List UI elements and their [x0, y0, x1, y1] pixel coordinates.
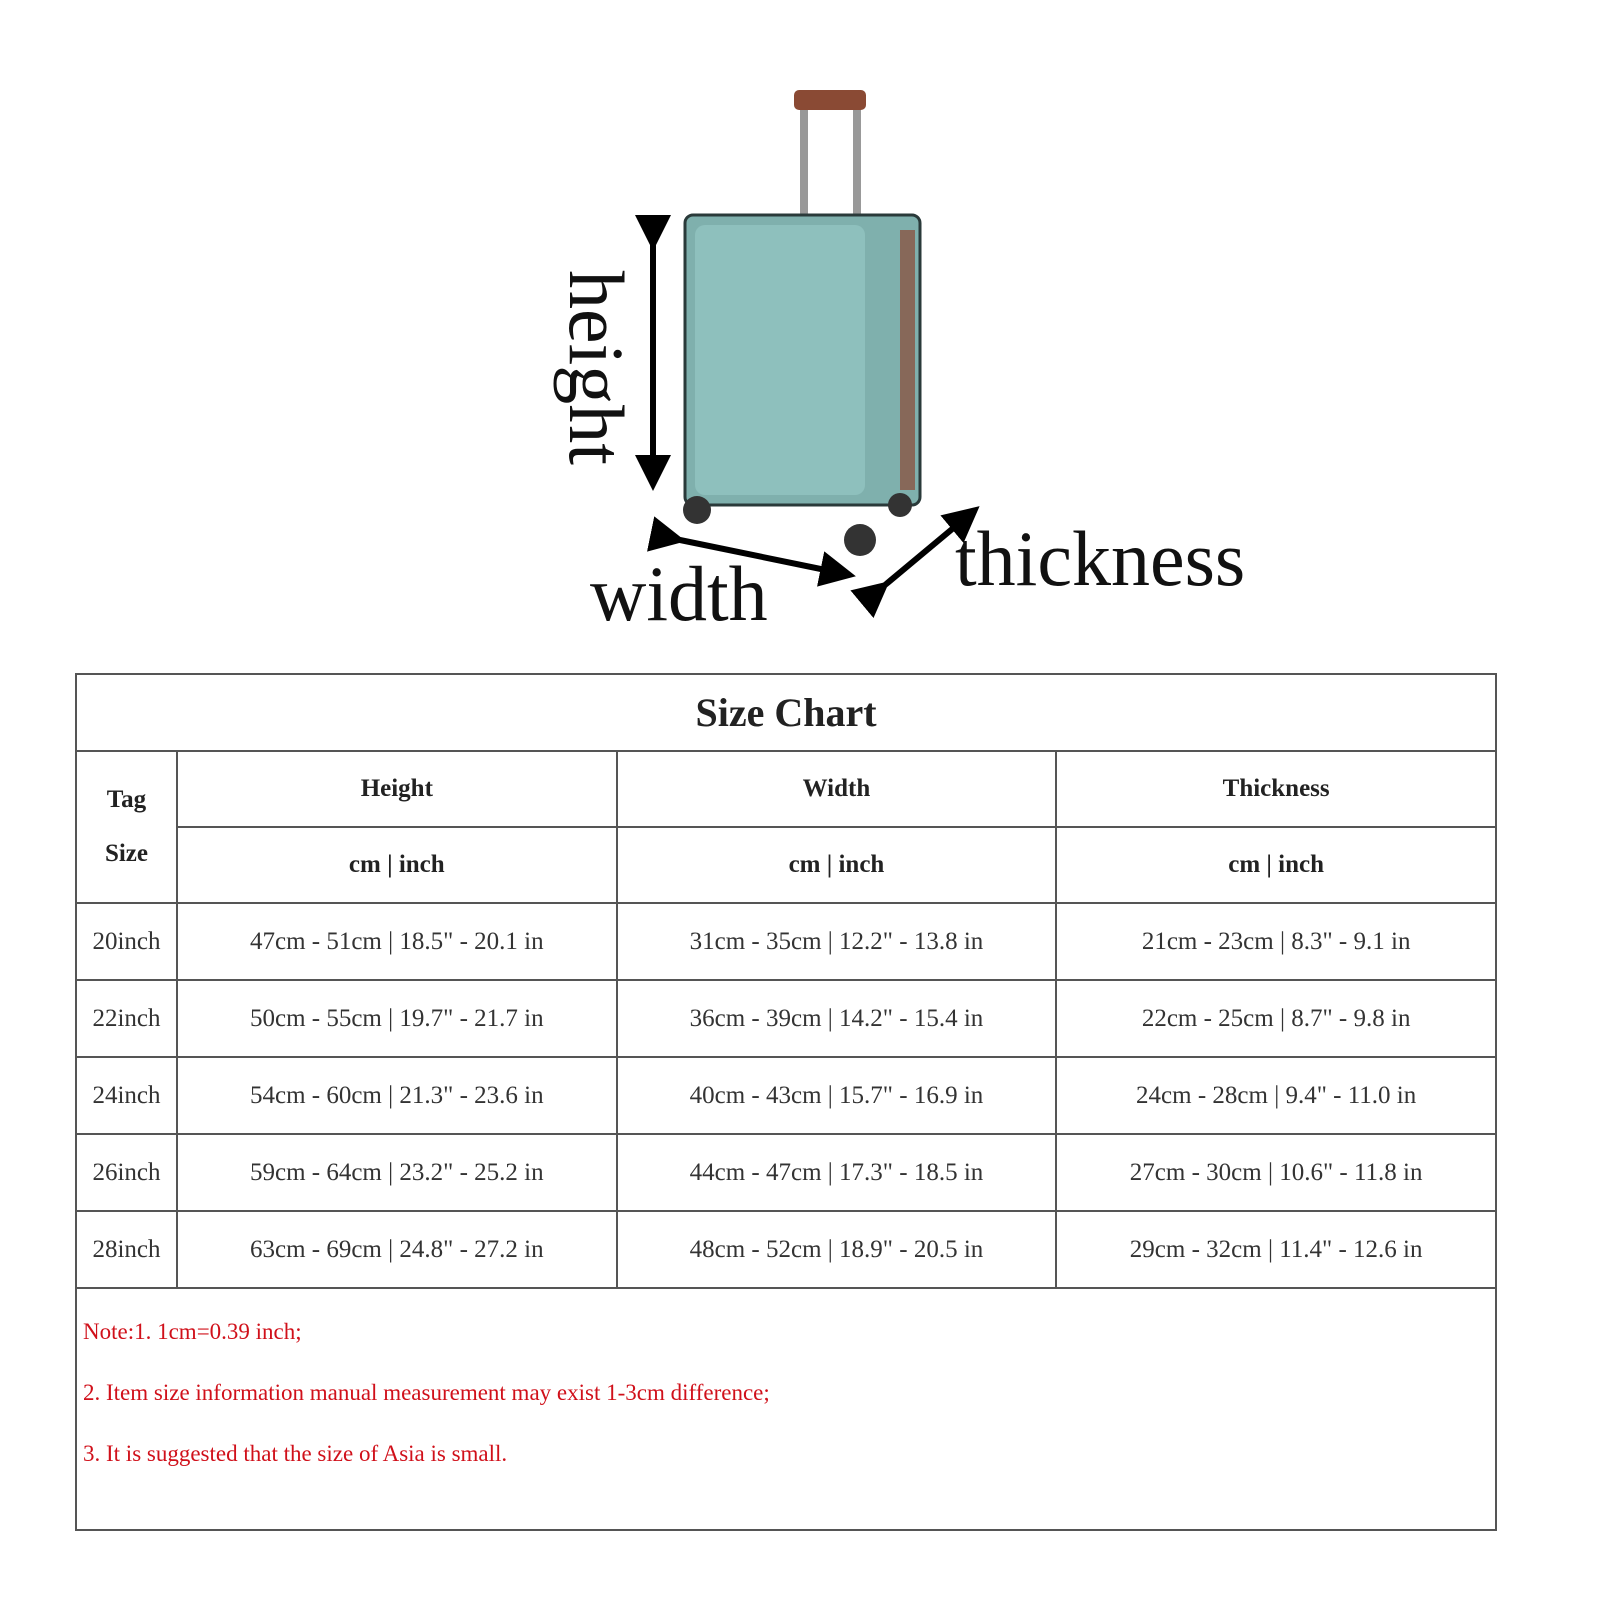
height-label: height [553, 270, 640, 465]
thickness-header: Thickness [1055, 750, 1497, 828]
size-cell: 28inch [75, 1210, 178, 1289]
unit-header: cm | inch [615, 826, 1058, 904]
size-cell: 26inch [75, 1133, 178, 1212]
note-3: 3. It is suggested that the size of Asia… [83, 1441, 508, 1466]
size-cell: 20inch [75, 902, 178, 981]
tag-size-header: Tag Size [75, 750, 178, 904]
notes-section: Note:1. 1cm=0.39 inch; 2. Item size info… [75, 1287, 1497, 1531]
thickness-label: thickness [955, 515, 1246, 602]
thickness-cell: 27cm - 30cm | 10.6" - 11.8 in [1055, 1133, 1497, 1212]
unit-header: cm | inch [1055, 826, 1497, 904]
width-arrow [646, 516, 856, 587]
thickness-cell: 24cm - 28cm | 9.4" - 11.0 in [1055, 1056, 1497, 1135]
height-header: Height [175, 750, 618, 828]
tag-label: Tag [106, 786, 147, 813]
table-row: 24inch 54cm - 60cm | 21.3" - 23.6 in 40c… [75, 1056, 1497, 1135]
width-header: Width [615, 750, 1058, 828]
height-cell: 59cm - 64cm | 23.2" - 25.2 in [175, 1133, 618, 1212]
height-cell: 63cm - 69cm | 24.8" - 27.2 in [175, 1210, 618, 1289]
size-cell: 24inch [75, 1056, 178, 1135]
thickness-arrow [850, 506, 980, 619]
table-row: 22inch 50cm - 55cm | 19.7" - 21.7 in 36c… [75, 979, 1497, 1058]
thickness-cell: 21cm - 23cm | 8.3" - 9.1 in [1055, 902, 1497, 981]
height-cell: 47cm - 51cm | 18.5" - 20.1 in [175, 902, 618, 981]
table-row: 26inch 59cm - 64cm | 23.2" - 25.2 in 44c… [75, 1133, 1497, 1212]
unit-header: cm | inch [175, 826, 618, 904]
height-cell: 54cm - 60cm | 21.3" - 23.6 in [175, 1056, 618, 1135]
width-cell: 44cm - 47cm | 17.3" - 18.5 in [615, 1133, 1058, 1212]
suitcase-illustration [635, 90, 980, 619]
table-row: 28inch 63cm - 69cm | 24.8" - 27.2 in 48c… [75, 1210, 1497, 1289]
thickness-cell: 22cm - 25cm | 8.7" - 9.8 in [1055, 979, 1497, 1058]
note-1: Note:1. 1cm=0.39 inch; [83, 1319, 302, 1344]
width-label: width [590, 550, 768, 637]
table-row: 20inch 47cm - 51cm | 18.5" - 20.1 in 31c… [75, 902, 1497, 981]
size-cell: 22inch [75, 979, 178, 1058]
thickness-cell: 29cm - 32cm | 11.4" - 12.6 in [1055, 1210, 1497, 1289]
table-title: Size Chart [75, 673, 1497, 752]
size-label: Size [104, 840, 148, 867]
suitcase-icon [683, 90, 922, 556]
size-chart-table: Size Chart Tag Size Height Width Thickne… [75, 673, 1497, 1531]
width-cell: 36cm - 39cm | 14.2" - 15.4 in [615, 979, 1058, 1058]
note-2: 2. Item size information manual measurem… [83, 1380, 770, 1405]
width-cell: 48cm - 52cm | 18.9" - 20.5 in [615, 1210, 1058, 1289]
height-cell: 50cm - 55cm | 19.7" - 21.7 in [175, 979, 618, 1058]
width-cell: 31cm - 35cm | 12.2" - 13.8 in [615, 902, 1058, 981]
width-cell: 40cm - 43cm | 15.7" - 16.9 in [615, 1056, 1058, 1135]
